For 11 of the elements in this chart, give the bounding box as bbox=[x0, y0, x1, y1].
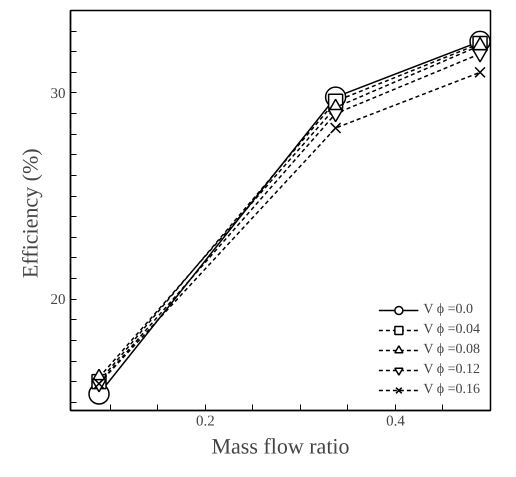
legend-label: V ϕ =0.0 bbox=[423, 302, 473, 318]
x-axis-title: Mass flow ratio bbox=[211, 434, 350, 458]
y-axis-title: Efficiency (%) bbox=[18, 148, 42, 278]
x-tick-label: 0.2 bbox=[196, 414, 215, 430]
legend-label: V ϕ =0.08 bbox=[423, 342, 480, 358]
legend-label: V ϕ =0.12 bbox=[423, 362, 480, 378]
y-tick-label: 30 bbox=[50, 86, 66, 102]
legend-label: V ϕ =0.04 bbox=[423, 322, 480, 338]
legend-label: V ϕ =0.16 bbox=[423, 382, 480, 398]
y-tick-label: 20 bbox=[50, 292, 66, 308]
x-tick-label: 0.4 bbox=[386, 414, 406, 430]
